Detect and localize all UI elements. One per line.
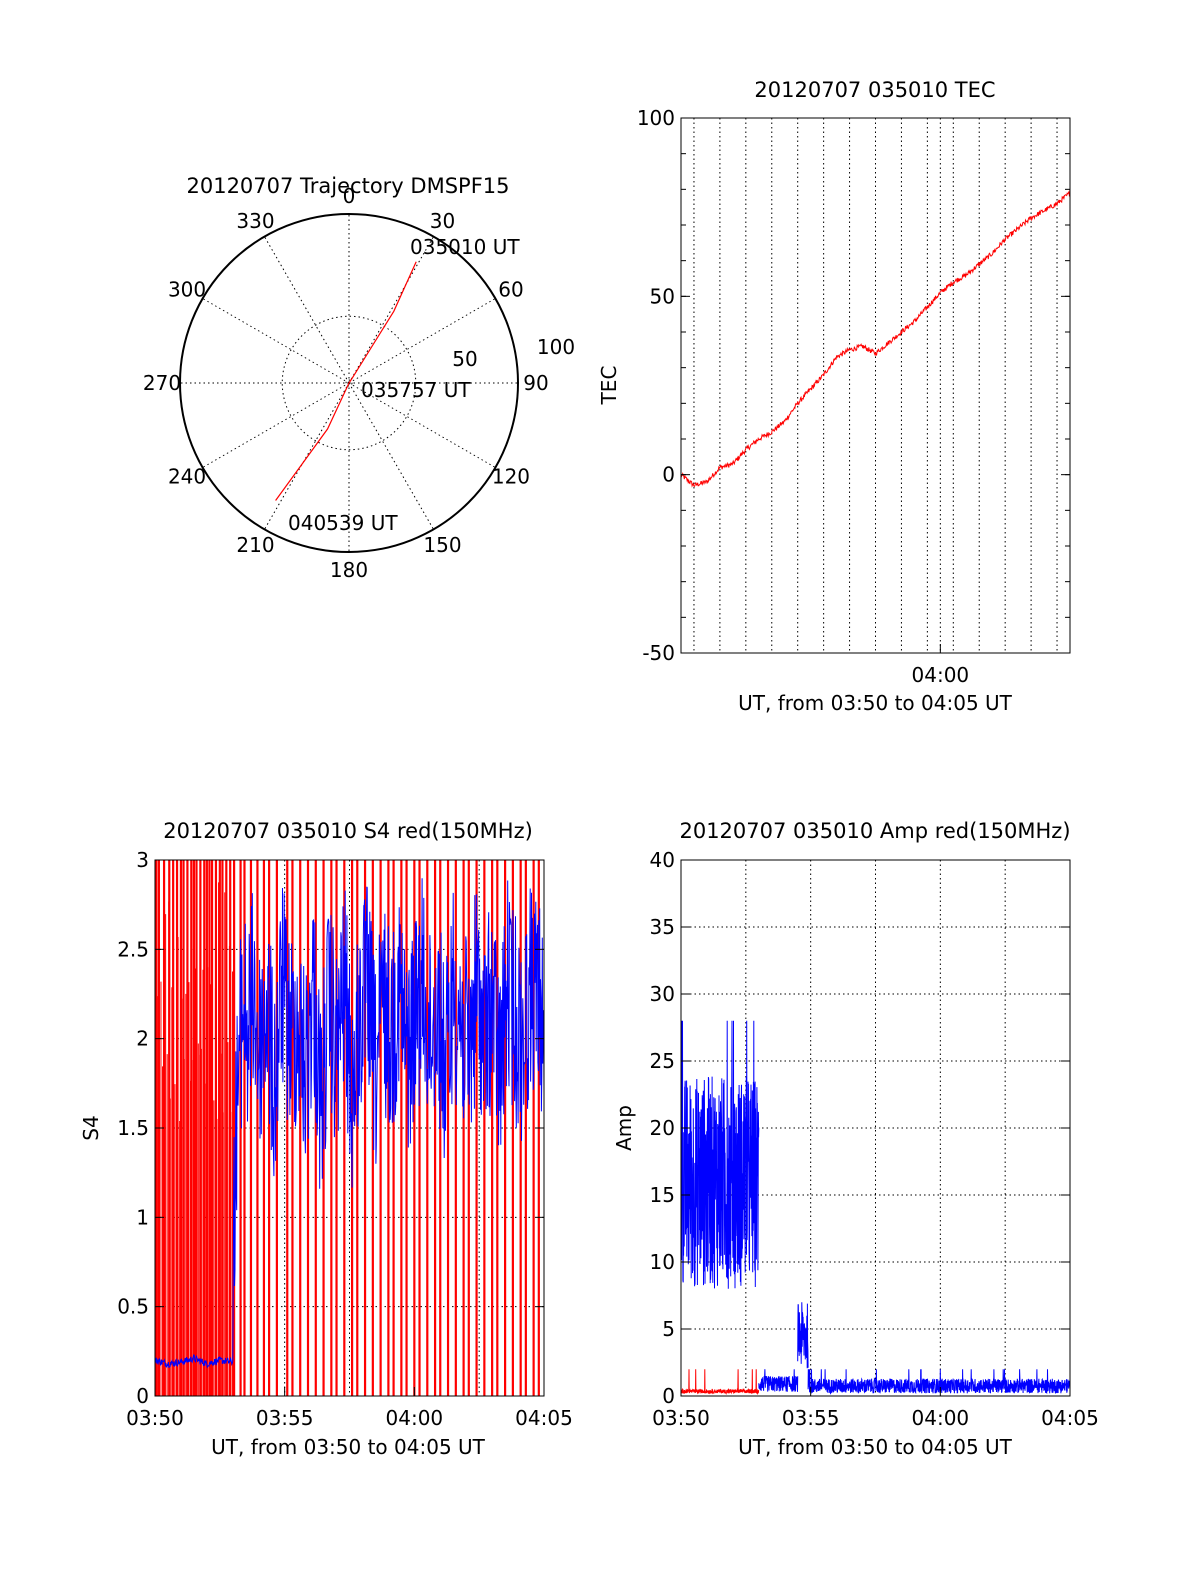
tec-title: 20120707 035010 TEC bbox=[754, 78, 995, 102]
x-tick-label: 04:05 bbox=[515, 1406, 573, 1430]
tec-line bbox=[680, 190, 1071, 488]
tec-panel: 20120707 035010 TEC -50 0 50 100 04:00 UT, f… bbox=[597, 78, 1071, 715]
polar-outer-circle bbox=[179, 213, 519, 553]
tec-xlabel: UT, from 03:50 to 04:05 UT bbox=[738, 691, 1013, 715]
polar-spoke bbox=[264, 236, 350, 384]
x-tick-label: 04:00 bbox=[386, 1406, 444, 1430]
y-tick-label: 100 bbox=[637, 106, 675, 130]
azimuth-label: 330 bbox=[236, 209, 274, 233]
s4-blue-line bbox=[154, 878, 545, 1369]
y-tick-label: 35 bbox=[650, 915, 675, 939]
tec-frame bbox=[680, 117, 1071, 654]
amp-blue-segment bbox=[807, 1369, 1071, 1395]
amp-red-segment bbox=[680, 1369, 760, 1396]
tec-series bbox=[680, 190, 1071, 488]
amp-blue-segment bbox=[758, 1369, 799, 1392]
x-tick-label: 03:55 bbox=[782, 1406, 840, 1430]
polar-azimuth-labels: 0 30 60 90 120 150 180 210 240 270 300 330 bbox=[143, 184, 549, 582]
y-tick-label: 2 bbox=[136, 1027, 149, 1051]
y-tick-label: 30 bbox=[650, 982, 675, 1006]
azimuth-label: 60 bbox=[498, 278, 523, 302]
radial-label: 100 bbox=[537, 335, 575, 359]
polar-spoke bbox=[348, 382, 434, 530]
y-tick-label: 1 bbox=[136, 1205, 149, 1229]
amp-series bbox=[680, 1020, 1071, 1396]
s4-title: 20120707 035010 S4 red(150MHz) bbox=[163, 819, 533, 843]
s4-ticks: 0 0.5 1 1.5 2 2.5 3 03:50 03:55 04:00 04:05 bbox=[117, 848, 573, 1430]
tec-grid bbox=[693, 118, 1058, 653]
azimuth-label: 300 bbox=[168, 278, 206, 302]
trajectory-track bbox=[275, 261, 417, 501]
azimuth-label: 30 bbox=[430, 209, 455, 233]
azimuth-label: 150 bbox=[423, 533, 461, 557]
trajectory-title: 20120707 Trajectory DMSPF15 bbox=[186, 174, 509, 198]
amp-xlabel: UT, from 03:50 to 04:05 UT bbox=[738, 1435, 1013, 1459]
trajectory-annotations: 035010 UT 035757 UT 040539 UT bbox=[288, 235, 520, 535]
x-tick-label: 03:55 bbox=[256, 1406, 314, 1430]
azimuth-label: 210 bbox=[236, 533, 274, 557]
y-tick-label: 0.5 bbox=[117, 1295, 149, 1319]
x-tick-label: 03:50 bbox=[652, 1406, 710, 1430]
amp-grid bbox=[681, 860, 1070, 1396]
polar-grid bbox=[180, 214, 518, 552]
x-tick-label: 04:00 bbox=[912, 663, 970, 687]
amp-panel: 20120707 035010 Amp red(150MHz) 0 5 10 15 20… bbox=[612, 819, 1099, 1459]
y-tick-label: 15 bbox=[650, 1183, 675, 1207]
y-tick-label: 0 bbox=[662, 463, 675, 487]
y-tick-label: 20 bbox=[650, 1116, 675, 1140]
polar-spoke bbox=[264, 382, 350, 530]
y-tick-label: 5 bbox=[662, 1317, 675, 1341]
polar-spoke bbox=[348, 382, 496, 468]
polar-radial-labels: 50 100 bbox=[452, 335, 575, 371]
y-tick-label: 2.5 bbox=[117, 937, 149, 961]
y-tick-label: 0 bbox=[662, 1384, 675, 1408]
y-tick-label: 40 bbox=[650, 848, 675, 872]
trajectory-time-label: 035757 UT bbox=[361, 378, 471, 402]
y-tick-label: -50 bbox=[642, 641, 675, 665]
amp-ylabel: Amp bbox=[612, 1105, 636, 1151]
y-tick-label: 25 bbox=[650, 1049, 675, 1073]
azimuth-label: 270 bbox=[143, 371, 181, 395]
trajectory-line bbox=[275, 261, 417, 501]
amp-blue-segment bbox=[680, 1020, 760, 1289]
y-tick-label: 1.5 bbox=[117, 1116, 149, 1140]
radial-label: 50 bbox=[452, 347, 477, 371]
amp-blue-segment bbox=[797, 1302, 809, 1369]
trajectory-time-label: 040539 UT bbox=[288, 511, 398, 535]
trajectory-panel: 20120707 Trajectory DMSPF15 0 30 60 90 120 15… bbox=[143, 174, 575, 582]
polar-spoke bbox=[348, 298, 496, 384]
amp-title: 20120707 035010 Amp red(150MHz) bbox=[679, 819, 1070, 843]
tec-ylabel: TEC bbox=[597, 366, 621, 406]
amp-ticks: 0 5 10 15 20 25 30 35 40 03:50 03:55 04:00 04:05 bbox=[650, 848, 1099, 1430]
y-tick-label: 50 bbox=[650, 284, 675, 308]
azimuth-label: 120 bbox=[492, 465, 530, 489]
y-tick-label: 0 bbox=[136, 1384, 149, 1408]
azimuth-label: 90 bbox=[523, 371, 548, 395]
s4-xlabel: UT, from 03:50 to 04:05 UT bbox=[211, 1435, 486, 1459]
x-tick-label: 03:50 bbox=[126, 1406, 184, 1430]
polar-spoke bbox=[202, 298, 350, 384]
x-tick-label: 04:05 bbox=[1041, 1406, 1099, 1430]
x-tick-label: 04:00 bbox=[912, 1406, 970, 1430]
azimuth-label: 240 bbox=[168, 465, 206, 489]
azimuth-label: 0 bbox=[343, 184, 356, 208]
s4-panel: 20120707 035010 S4 red(150MHz) 0 0.5 1 1.5 2… bbox=[79, 819, 573, 1459]
polar-spoke bbox=[348, 236, 434, 384]
y-tick-label: 3 bbox=[136, 848, 149, 872]
y-tick-label: 10 bbox=[650, 1250, 675, 1274]
trajectory-time-label: 035010 UT bbox=[410, 235, 520, 259]
tec-ticks: -50 0 50 100 04:00 bbox=[637, 106, 1070, 687]
azimuth-label: 180 bbox=[330, 558, 368, 582]
polar-center bbox=[345, 379, 353, 387]
polar-spoke bbox=[202, 382, 350, 468]
polar-ring-50 bbox=[281, 315, 417, 451]
s4-ylabel: S4 bbox=[79, 1115, 103, 1140]
